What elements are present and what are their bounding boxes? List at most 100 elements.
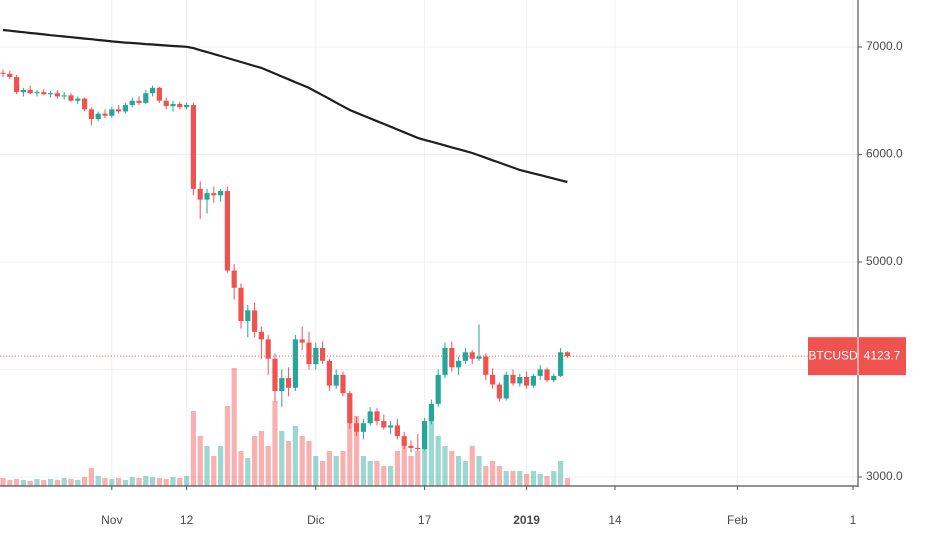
candle-body (68, 95, 74, 101)
candle-body (238, 287, 244, 322)
volume-bar (61, 478, 67, 486)
volume-bar (408, 456, 414, 486)
candle-body (517, 376, 523, 384)
candle-body (469, 352, 475, 359)
candle-body (347, 393, 353, 424)
volume-bar (374, 461, 380, 486)
volume-bar (211, 456, 217, 486)
volume-bar (177, 478, 183, 486)
candle-body (503, 374, 509, 399)
candle-body (48, 93, 54, 95)
candle-body (95, 113, 101, 120)
volume-bar (530, 471, 536, 486)
candle-body (245, 310, 251, 322)
x-tick-label: 2019 (513, 513, 540, 527)
candle-body (129, 100, 135, 106)
candle-body (88, 109, 94, 120)
candle-body (394, 425, 400, 437)
candle-body (279, 378, 285, 391)
volume-bar (360, 456, 366, 486)
volume-bar (20, 480, 26, 486)
volume-bar (245, 458, 251, 486)
candle-body (211, 193, 217, 196)
candle-body (292, 339, 298, 388)
volume-bar (469, 446, 475, 486)
volume-bar (286, 441, 292, 486)
volume-bar (564, 478, 570, 486)
candle-body (558, 352, 564, 376)
volume-bar (218, 446, 224, 486)
candle-body (204, 193, 210, 200)
volume-bar (299, 436, 305, 486)
candle-body (490, 374, 496, 385)
volume-bar (510, 471, 516, 486)
candle-body (20, 89, 26, 93)
candle-body (476, 356, 482, 359)
candle-body (197, 188, 203, 200)
volume-bar (496, 466, 502, 486)
candle-body (422, 421, 428, 450)
volume-bar (68, 479, 74, 486)
volume-bar (517, 471, 523, 486)
volume-bar (190, 411, 196, 486)
volume-bar (231, 368, 237, 486)
volume-bar (109, 479, 115, 486)
candle-body (163, 100, 169, 107)
candle-body (374, 411, 380, 422)
volume-bar (143, 476, 149, 486)
volume-bar (367, 461, 373, 486)
candle-body (306, 342, 312, 365)
symbol-label: BTCUSD (808, 348, 858, 362)
volume-bar (551, 471, 557, 486)
candle-body (333, 374, 339, 386)
candle-body (537, 369, 543, 376)
candle-body (252, 310, 258, 332)
volume-bar (156, 478, 162, 486)
candle-body (435, 374, 441, 404)
volume-bar (401, 441, 407, 486)
candle-body (61, 95, 67, 97)
candle-body (75, 98, 81, 101)
candle-body (456, 360, 462, 368)
volume-bar (333, 456, 339, 486)
volume-bar (136, 478, 142, 486)
volume-bar (490, 461, 496, 486)
volume-bar (197, 436, 203, 486)
price-label: 4123.7 (864, 348, 901, 362)
x-tick-label: Feb (727, 513, 748, 527)
volume-bar (95, 476, 101, 486)
candle-body (41, 92, 47, 95)
candle-body (496, 384, 502, 399)
x-tick-label: 14 (608, 513, 622, 527)
volume-bar (313, 456, 319, 486)
volume-bar (544, 476, 550, 486)
candle-body (170, 103, 176, 107)
candle-body (354, 423, 360, 432)
candle-body (265, 339, 271, 359)
volume-bar (258, 431, 264, 486)
volume-bar (388, 466, 394, 486)
volume-bar (88, 468, 94, 486)
candle-body (367, 411, 373, 424)
volume-bar (238, 451, 244, 486)
candle-body (326, 360, 332, 386)
volume-bar (82, 477, 88, 486)
volume-bar (428, 416, 434, 486)
volume-bar (462, 461, 468, 486)
candle-body (218, 191, 224, 196)
candle-body (299, 339, 305, 343)
candle-body (156, 87, 162, 101)
volume-bar (279, 431, 285, 486)
volume-bar (394, 451, 400, 486)
volume-bar (129, 477, 135, 486)
volume-bar (476, 456, 482, 486)
candle-body (14, 77, 20, 93)
candle-body (530, 375, 536, 386)
volume-bar (54, 480, 60, 486)
volume-bar (449, 451, 455, 486)
volume-bar (252, 436, 258, 486)
candle-body (551, 375, 557, 381)
candle-body (54, 93, 60, 97)
volume-bar (503, 471, 509, 486)
